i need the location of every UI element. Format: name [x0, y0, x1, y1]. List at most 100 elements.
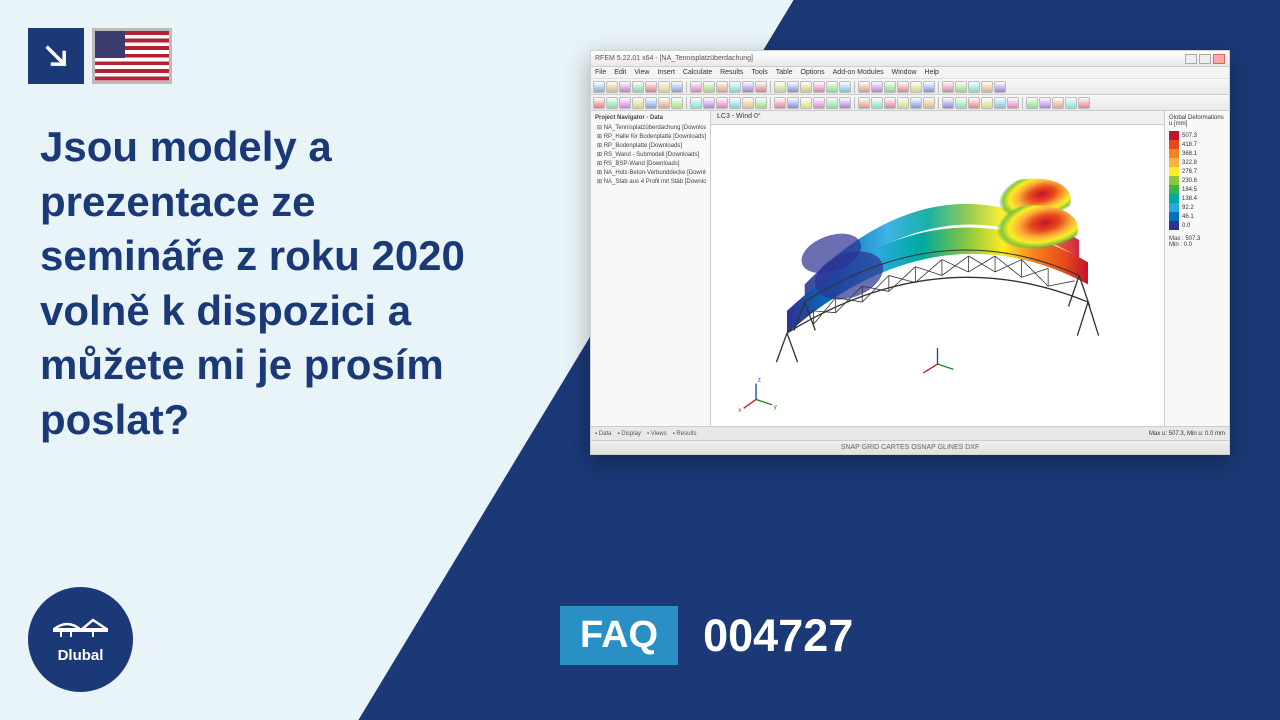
toolbar-button[interactable]: [619, 97, 631, 109]
toolbar-button[interactable]: [690, 97, 702, 109]
toolbar-button[interactable]: [871, 97, 883, 109]
menu-options[interactable]: Options: [801, 69, 825, 76]
toolbar-button[interactable]: [813, 81, 825, 93]
tree-item[interactable]: ⊞ NA_Stab aus 4 Profil mit Stäb [Downloa…: [595, 177, 706, 186]
toolbar-button[interactable]: [742, 81, 754, 93]
toolbar-button[interactable]: [1026, 97, 1038, 109]
legend-swatch: [1169, 131, 1179, 140]
toolbar-button[interactable]: [800, 97, 812, 109]
toolbar-button[interactable]: [787, 81, 799, 93]
toolbar-button[interactable]: [942, 81, 954, 93]
menu-edit[interactable]: Edit: [614, 69, 626, 76]
toolbar-button[interactable]: [703, 81, 715, 93]
model-canvas[interactable]: y z x: [711, 125, 1164, 426]
toolbar-button[interactable]: [858, 97, 870, 109]
legend-value: 276.7: [1182, 169, 1197, 175]
toolbar-button[interactable]: [1039, 97, 1051, 109]
toolbar-button[interactable]: [839, 97, 851, 109]
tab-views[interactable]: ▪ Views: [647, 431, 667, 437]
toolbar-button[interactable]: [658, 81, 670, 93]
toolbar-button[interactable]: [658, 97, 670, 109]
toolbar-button[interactable]: [1065, 97, 1077, 109]
toolbar-2: [591, 95, 1229, 111]
toolbar-button[interactable]: [897, 97, 909, 109]
toolbar-button[interactable]: [981, 97, 993, 109]
arrow-icon: [28, 28, 84, 84]
toolbar-button[interactable]: [955, 81, 967, 93]
toolbar-button[interactable]: [787, 97, 799, 109]
tab-data[interactable]: ▪ Data: [595, 431, 611, 437]
menu-add-on-modules[interactable]: Add-on Modules: [833, 69, 884, 76]
toolbar-button[interactable]: [1007, 97, 1019, 109]
toolbar-button[interactable]: [1078, 97, 1090, 109]
toolbar-button[interactable]: [593, 97, 605, 109]
toolbar-button[interactable]: [910, 97, 922, 109]
tab-display[interactable]: ▪ Display: [617, 431, 640, 437]
toolbar-button[interactable]: [839, 81, 851, 93]
toolbar-button[interactable]: [632, 97, 644, 109]
toolbar-button[interactable]: [671, 97, 683, 109]
menu-view[interactable]: View: [634, 69, 649, 76]
toolbar-button[interactable]: [813, 97, 825, 109]
toolbar-button[interactable]: [897, 81, 909, 93]
toolbar-button[interactable]: [619, 81, 631, 93]
toolbar-button[interactable]: [994, 97, 1006, 109]
toolbar-button[interactable]: [716, 81, 728, 93]
toolbar-button[interactable]: [755, 97, 767, 109]
toolbar-button[interactable]: [593, 81, 605, 93]
toolbar-button[interactable]: [606, 97, 618, 109]
toolbar-button[interactable]: [858, 81, 870, 93]
toolbar-button[interactable]: [729, 81, 741, 93]
menu-insert[interactable]: Insert: [657, 69, 675, 76]
toolbar-button[interactable]: [716, 97, 728, 109]
menu-tools[interactable]: Tools: [751, 69, 767, 76]
toolbar-button[interactable]: [742, 97, 754, 109]
maximize-icon[interactable]: [1199, 54, 1211, 64]
toolbar-button[interactable]: [800, 81, 812, 93]
toolbar-button[interactable]: [826, 81, 838, 93]
menu-table[interactable]: Table: [776, 69, 793, 76]
tree-item[interactable]: ⊟ NA_Tennisplatzüberdachung [Downloads]: [595, 123, 706, 132]
toolbar-button[interactable]: [942, 97, 954, 109]
toolbar-button[interactable]: [755, 81, 767, 93]
legend-value: 322.8: [1182, 160, 1197, 166]
toolbar-button[interactable]: [606, 81, 618, 93]
toolbar-button[interactable]: [994, 81, 1006, 93]
toolbar-button[interactable]: [826, 97, 838, 109]
toolbar-button[interactable]: [923, 97, 935, 109]
toolbar-button[interactable]: [884, 81, 896, 93]
close-icon[interactable]: [1213, 54, 1225, 64]
toolbar-button[interactable]: [645, 97, 657, 109]
minimize-icon[interactable]: [1185, 54, 1197, 64]
toolbar-button[interactable]: [981, 81, 993, 93]
toolbar-button[interactable]: [703, 97, 715, 109]
logo-text: Dlubal: [58, 647, 104, 664]
toolbar-button[interactable]: [645, 81, 657, 93]
tree-item[interactable]: ⊞ RS_Wand - Submodell [Downloads]: [595, 150, 706, 159]
toolbar-button[interactable]: [884, 97, 896, 109]
menu-window[interactable]: Window: [892, 69, 917, 76]
toolbar-button[interactable]: [871, 81, 883, 93]
flag-us: [92, 28, 172, 84]
toolbar-button[interactable]: [729, 97, 741, 109]
tree-item[interactable]: ⊞ RS_BSP-Wand [Downloads]: [595, 159, 706, 168]
toolbar-button[interactable]: [955, 97, 967, 109]
toolbar-button[interactable]: [1052, 97, 1064, 109]
toolbar-button[interactable]: [968, 81, 980, 93]
toolbar-button[interactable]: [910, 81, 922, 93]
menu-help[interactable]: Help: [925, 69, 939, 76]
menu-calculate[interactable]: Calculate: [683, 69, 712, 76]
toolbar-button[interactable]: [923, 81, 935, 93]
toolbar-button[interactable]: [774, 97, 786, 109]
toolbar-button[interactable]: [632, 81, 644, 93]
tree-item[interactable]: ⊞ NA_Holz-Beton-Verbunddecke [Downloads]: [595, 168, 706, 177]
toolbar-button[interactable]: [671, 81, 683, 93]
toolbar-button[interactable]: [968, 97, 980, 109]
menu-results[interactable]: Results: [720, 69, 743, 76]
tree-item[interactable]: ⊞ RP_Bodenplatte [Downloads]: [595, 141, 706, 150]
toolbar-button[interactable]: [774, 81, 786, 93]
tree-item[interactable]: ⊞ RP_Halle für Bodenplatte [Downloads]: [595, 132, 706, 141]
tab-results[interactable]: ▪ Results: [673, 431, 697, 437]
toolbar-button[interactable]: [690, 81, 702, 93]
menu-file[interactable]: File: [595, 69, 606, 76]
